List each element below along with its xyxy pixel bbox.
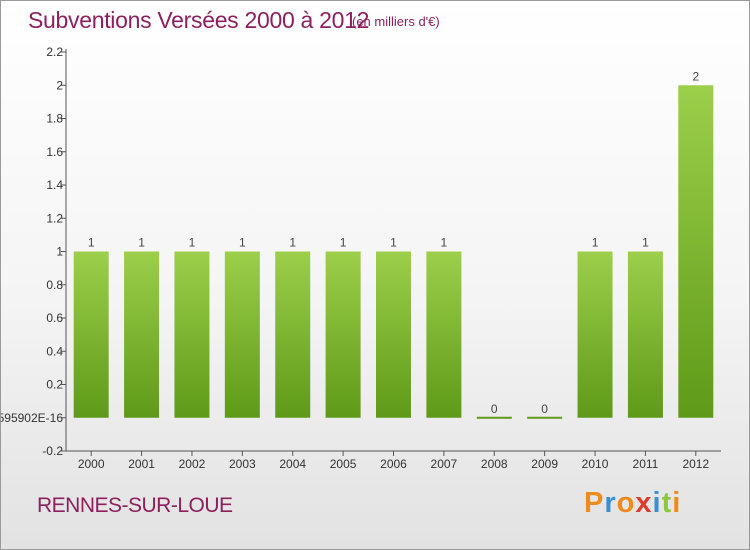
logo-letter: P <box>584 487 605 519</box>
data-label: 1 <box>138 236 145 250</box>
bar-2000[interactable] <box>73 251 109 418</box>
chart-title: Subventions Versées 2000 à 2012 <box>28 7 370 33</box>
data-label: 1 <box>390 236 397 250</box>
bar-2006[interactable] <box>376 251 411 418</box>
y-tick-label: 0.6 <box>46 311 63 325</box>
data-label: 2 <box>692 69 699 83</box>
y-tick-label: 2 <box>56 78 63 92</box>
y-tick-label: 1.4 <box>46 178 63 192</box>
y-tick-label: 1.8 <box>46 112 63 126</box>
x-tick-label: 2010 <box>582 457 609 471</box>
data-label: 1 <box>340 236 347 250</box>
data-label: 1 <box>441 236 448 250</box>
x-tick-label: 2001 <box>128 457 155 471</box>
bar-2009[interactable] <box>527 416 563 419</box>
bar-2010[interactable] <box>577 251 613 418</box>
bar-2004[interactable] <box>275 251 311 418</box>
y-tick-label: 1.2 <box>46 211 63 225</box>
logo-letter: t <box>661 487 673 519</box>
logo-letter: x <box>635 487 653 519</box>
y-tick-label: 0.8 <box>46 278 63 292</box>
data-label: 1 <box>189 236 196 250</box>
x-tick-label: 2008 <box>481 457 508 471</box>
data-label: 1 <box>239 236 246 250</box>
y-tick-label: -1.5265566588595902E-16 <box>1 411 63 425</box>
x-tick-label: 2007 <box>431 457 458 471</box>
data-label: 1 <box>642 236 649 250</box>
x-tick-label: 2006 <box>380 457 407 471</box>
y-tick-label: 2.2 <box>46 45 63 59</box>
data-label: 1 <box>592 236 599 250</box>
y-tick-label: 0.4 <box>46 344 63 358</box>
x-tick-label: 2003 <box>229 457 256 471</box>
data-label: 1 <box>88 236 95 250</box>
x-tick-label: 2002 <box>179 457 206 471</box>
y-tick-label: 1.6 <box>46 145 63 159</box>
x-tick-label: 2005 <box>330 457 357 471</box>
x-tick-label: 2009 <box>531 457 558 471</box>
logo-letter: o <box>616 487 636 519</box>
bar-2002[interactable] <box>174 251 210 418</box>
y-tick-label: 0.2 <box>46 378 63 392</box>
bar-2005[interactable] <box>325 251 361 418</box>
logo-letter: i <box>652 487 662 519</box>
x-tick-label: 2000 <box>78 457 105 471</box>
logo-letter: i <box>672 487 682 519</box>
y-tick-label: 1 <box>56 245 63 259</box>
proxiti-logo[interactable]: Proxiti <box>584 487 681 520</box>
x-tick-label: 2004 <box>279 457 306 471</box>
x-tick-label: 2012 <box>682 457 709 471</box>
x-tick-label: 2011 <box>633 457 659 471</box>
data-label: 1 <box>289 236 296 250</box>
bar-2012[interactable] <box>678 85 714 418</box>
logo-letter: r <box>604 487 617 519</box>
bar-2007[interactable] <box>426 251 462 418</box>
bar-2001[interactable] <box>124 251 160 418</box>
bar-2011[interactable] <box>627 251 663 418</box>
y-tick-label: -0.2 <box>42 444 63 458</box>
bar-2003[interactable] <box>224 251 260 418</box>
data-label: 0 <box>491 402 498 416</box>
data-label: 0 <box>541 402 548 416</box>
commune-name: RENNES-SUR-LOUE <box>37 494 233 517</box>
chart-subtitle: (en milliers d'€) <box>352 14 440 29</box>
bar-2008[interactable] <box>476 416 512 419</box>
